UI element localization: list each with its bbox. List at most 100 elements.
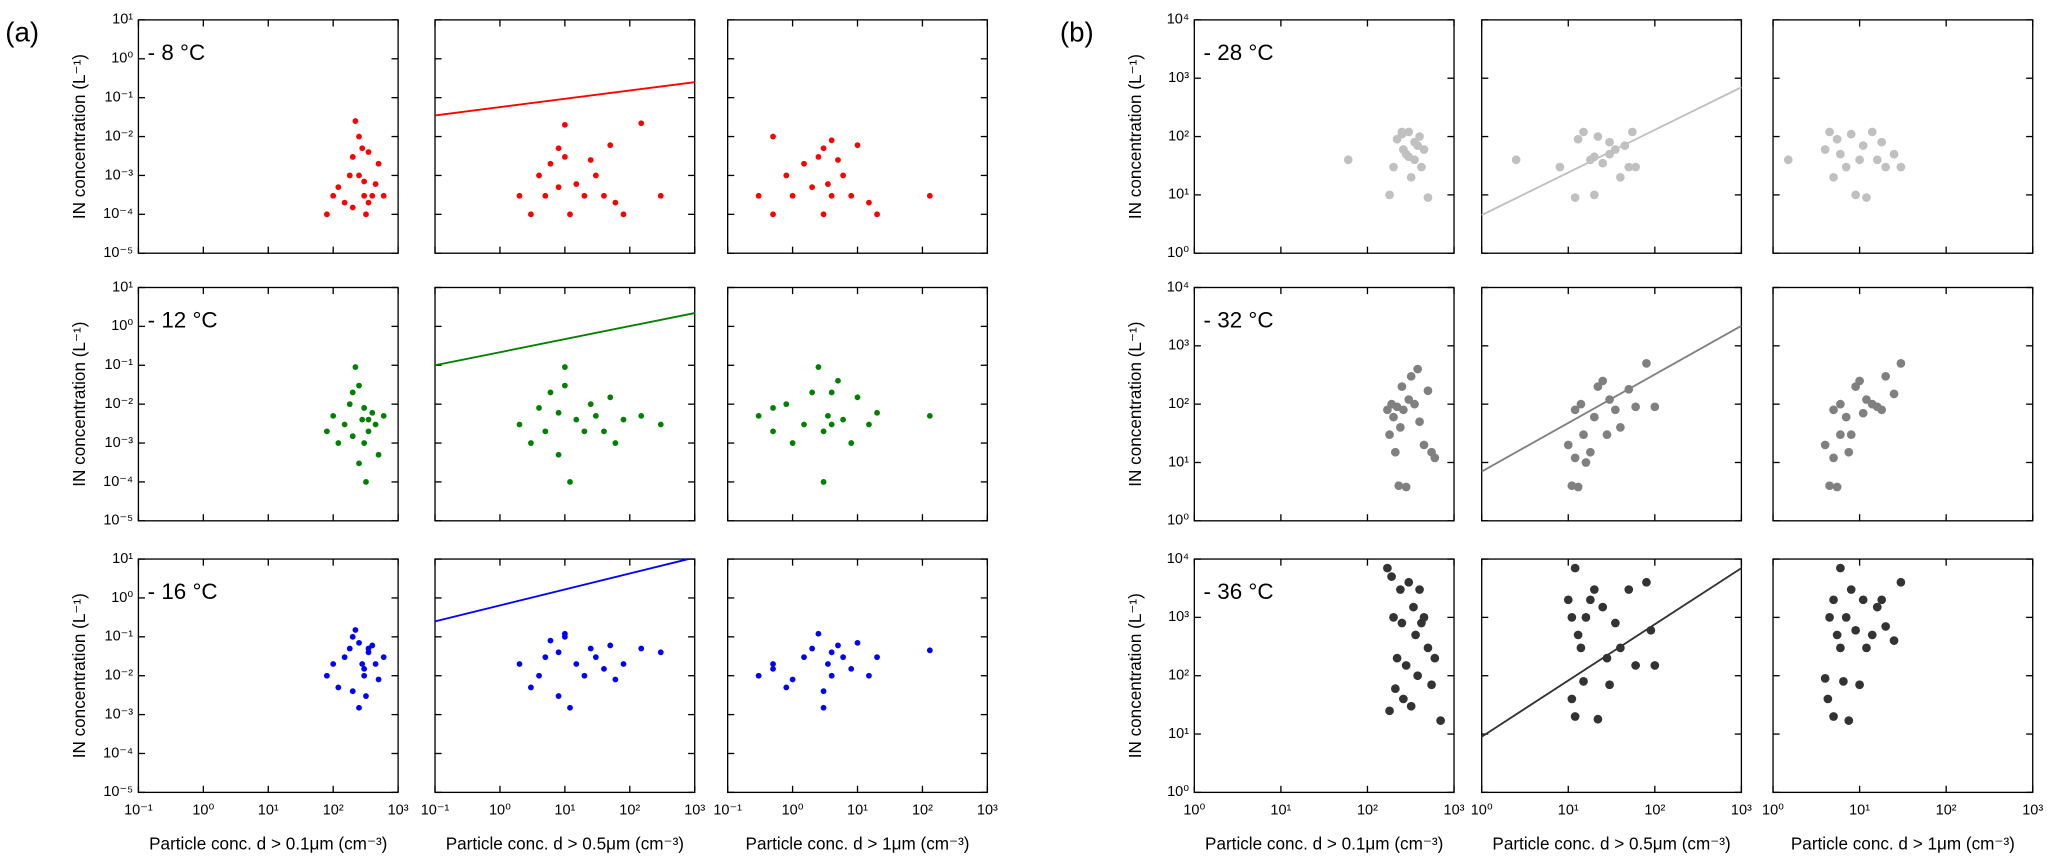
data-point [1406,701,1416,711]
data-point [1579,677,1588,686]
data-point [809,389,816,396]
data-point [349,688,356,695]
data-point [369,409,376,416]
data-point [380,654,387,661]
data-point [1605,137,1614,147]
data-point [866,199,872,206]
data-point [1862,643,1871,653]
data-point [1573,134,1583,144]
data-point [1570,405,1580,415]
data-point [365,149,372,155]
data-point [1881,622,1891,631]
data-point [561,364,568,370]
data-point [1825,481,1834,491]
data-point [835,642,841,649]
data-point [1825,613,1834,622]
data-point [352,627,359,633]
data-point [359,145,366,152]
data-point [1783,155,1793,165]
y-axis-label: IN concentration (L⁻¹) [69,322,89,487]
data-point [1829,405,1838,415]
data-point [926,192,933,199]
data-point [1829,172,1838,182]
data-point [1605,149,1614,159]
data-point [375,676,382,683]
data-point [1397,382,1407,391]
data-point [1872,155,1882,165]
plot-frame [434,286,696,522]
data-point [1605,680,1614,690]
data-point [1563,595,1573,605]
y-tick-label: 10⁻⁵ [103,784,133,800]
data-point [1624,384,1634,394]
data-point [561,633,568,640]
data-point [363,479,369,485]
y-axis-label: IN concentration (L⁻¹) [69,593,89,758]
data-point [592,172,599,179]
data-point [346,172,353,179]
data-point [573,181,580,187]
temperature-label: - 16 °C [148,579,218,604]
data-point [815,630,822,637]
data-point [335,684,342,691]
data-point [361,672,368,679]
data-point [542,192,549,199]
data-point [349,389,356,396]
data-point [840,172,847,179]
data-point [1896,162,1906,172]
data-point [1579,430,1588,440]
data-point [1844,716,1854,725]
y-tick-label: 10³ [1168,70,1189,86]
data-point [657,649,664,656]
y-tick-label: 10⁰ [111,51,133,67]
data-point [1877,137,1887,147]
data-point [349,433,356,440]
data-point [1401,482,1411,492]
data-point [1851,190,1860,200]
data-point [801,421,807,428]
data-point [848,192,855,199]
data-point [1841,412,1851,422]
data-point [1858,595,1868,605]
y-tick-label: 10¹ [1168,726,1189,742]
data-point [1602,653,1612,663]
data-point [1836,563,1845,573]
data-point [1415,132,1424,141]
data-point [561,121,568,128]
data-point [1605,395,1614,404]
data-point [1598,602,1608,612]
data-point [1855,376,1864,386]
y-tick-label: 10⁴ [1167,279,1189,295]
data-point [1397,129,1407,139]
data-point [866,672,872,679]
data-point [356,639,362,646]
data-point [1867,127,1877,137]
data-point [840,654,847,661]
data-point [1867,630,1877,640]
data-point [349,204,356,211]
data-point [1855,680,1864,690]
data-point [581,672,588,679]
data-point [555,693,562,699]
data-point [323,672,330,679]
data-point [1628,127,1637,137]
data-point [1385,706,1394,716]
y-tick-label: 10¹ [1168,454,1189,470]
data-point [536,405,542,411]
data-point [352,364,359,370]
y-tick-label: 10³ [1168,609,1189,625]
data-point [1593,132,1603,141]
x-tick-label: 10⁰ [1762,803,1784,819]
data-point [1862,395,1871,404]
data-point [361,405,368,411]
data-point [1430,653,1440,663]
data-point [1406,172,1416,182]
data-point [1427,680,1436,690]
data-point [789,440,796,446]
data-point [1390,684,1400,694]
y-tick-label: 10⁻⁴ [103,745,133,761]
data-point [874,654,880,661]
y-tick-label: 10⁰ [1167,513,1189,529]
data-point [555,184,562,191]
